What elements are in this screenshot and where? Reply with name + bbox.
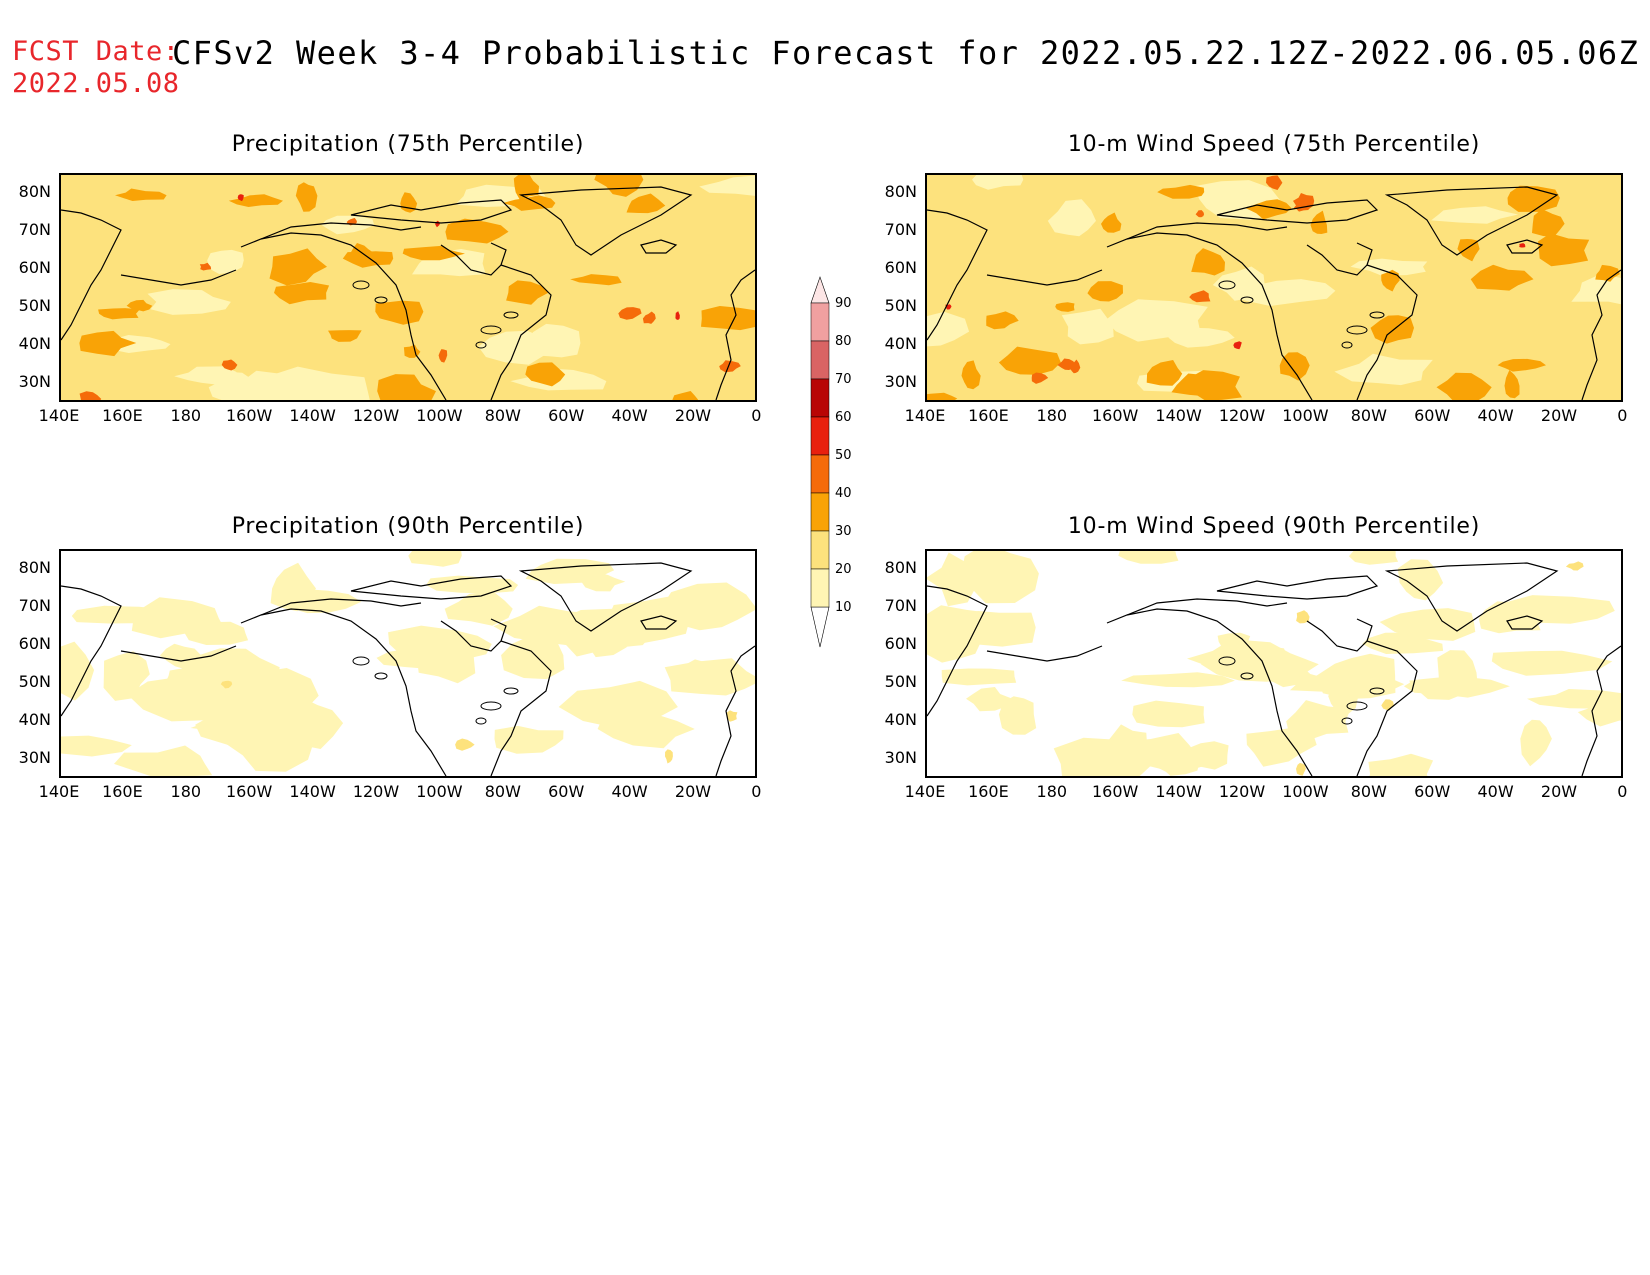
lon-tick-label: 120W — [352, 406, 400, 425]
lat-tick-label: 40N — [884, 334, 917, 353]
lon-tick-label: 180 — [1036, 406, 1068, 425]
lat-tick-label: 50N — [884, 672, 917, 691]
lon-tick-label: 40W — [1477, 782, 1514, 801]
lon-tick-label: 140W — [289, 782, 336, 801]
lon-tick-label: 60W — [548, 406, 585, 425]
lon-tick-label: 100W — [416, 406, 463, 425]
lat-tick-label: 70N — [18, 596, 51, 615]
lat-tick-label: 70N — [884, 220, 917, 239]
lat-tick-label: 50N — [884, 296, 917, 315]
colorbar-label: 10 — [835, 600, 852, 615]
lon-tick-label: 20W — [674, 406, 712, 425]
colorbar-label: 70 — [835, 372, 852, 387]
lon-tick-label: 160W — [226, 782, 273, 801]
lat-tick-label: 40N — [18, 710, 51, 729]
fcst-date-label: FCST Date: — [12, 36, 180, 67]
lat-tick-label: 80N — [884, 558, 917, 577]
lat-tick-label: 80N — [884, 182, 917, 201]
lon-tick-label: 140W — [1155, 782, 1202, 801]
lon-tick-label: 20W — [1540, 406, 1578, 425]
lon-tick-label: 140E — [38, 782, 80, 801]
fcst-date-value: 2022.05.08 — [12, 68, 180, 99]
lon-tick-label: 80W — [484, 782, 521, 801]
map-wind-75 — [925, 173, 1623, 402]
lon-tick-label: 160E — [968, 406, 1009, 425]
page-title: CFSv2 Week 3-4 Probabilistic Forecast fo… — [172, 34, 1640, 72]
lon-tick-label: 140E — [38, 406, 80, 425]
colorbar: 10 20 30 40 50 60 70 80 90 — [805, 275, 865, 685]
colorbar-label: 50 — [835, 448, 852, 463]
lon-tick-label: 20W — [1540, 782, 1578, 801]
colorbar-label: 40 — [835, 486, 852, 501]
lat-tick-label: 80N — [18, 558, 51, 577]
lat-tick-label: 40N — [18, 334, 51, 353]
lon-tick-label: 120W — [1218, 406, 1266, 425]
lon-tick-label: 160W — [1092, 406, 1139, 425]
lon-tick-label: 180 — [170, 782, 202, 801]
lon-tick-label: 160E — [102, 406, 143, 425]
lat-tick-label: 60N — [884, 634, 917, 653]
lat-tick-label: 80N — [18, 182, 51, 201]
lat-tick-label: 50N — [18, 672, 51, 691]
colorbar-label: 80 — [835, 334, 852, 349]
lat-tick-label: 60N — [18, 634, 51, 653]
lon-tick-label: 140W — [289, 406, 336, 425]
lat-tick-label: 60N — [884, 258, 917, 277]
panel-title-wind-90: 10-m Wind Speed (90th Percentile) — [1067, 514, 1481, 539]
lon-tick-label: 140E — [904, 782, 946, 801]
lon-tick-label: 160W — [226, 406, 273, 425]
lon-tick-label: 160W — [1092, 782, 1139, 801]
lat-tick-label: 30N — [884, 748, 917, 767]
lat-tick-label: 30N — [18, 372, 51, 391]
lat-tick-label: 40N — [884, 710, 917, 729]
panel-title-precip-90: Precipitation (90th Percentile) — [231, 514, 585, 539]
lon-tick-label: 80W — [1350, 782, 1387, 801]
lon-tick-label: 100W — [1282, 782, 1329, 801]
lon-tick-label: 60W — [1414, 782, 1451, 801]
colorbar-label: 90 — [835, 296, 852, 311]
panel-title-precip-75: Precipitation (75th Percentile) — [231, 132, 585, 157]
lon-tick-label: 40W — [611, 406, 648, 425]
lat-tick-label: 50N — [18, 296, 51, 315]
lat-tick-label: 30N — [18, 748, 51, 767]
lon-tick-label: 20W — [674, 782, 712, 801]
lon-tick-label: 160E — [102, 782, 143, 801]
lon-tick-label: 60W — [548, 782, 585, 801]
lon-tick-label: 60W — [1414, 406, 1451, 425]
colorbar-label: 20 — [835, 562, 852, 577]
lon-tick-label: 40W — [611, 782, 648, 801]
lon-tick-label: 120W — [352, 782, 400, 801]
lon-tick-label: 0 — [751, 406, 762, 425]
lon-tick-label: 40W — [1477, 406, 1514, 425]
lon-tick-label: 140W — [1155, 406, 1202, 425]
lon-tick-label: 100W — [416, 782, 463, 801]
panel-title-wind-75: 10-m Wind Speed (75th Percentile) — [1067, 132, 1481, 157]
map-wind-90 — [925, 549, 1623, 778]
lat-tick-label: 70N — [18, 220, 51, 239]
lon-tick-label: 0 — [751, 782, 762, 801]
lat-tick-label: 60N — [18, 258, 51, 277]
lon-tick-label: 140E — [904, 406, 946, 425]
lon-tick-label: 80W — [484, 406, 521, 425]
colorbar-label: 30 — [835, 524, 852, 539]
map-precip-75 — [59, 173, 757, 402]
lon-tick-label: 80W — [1350, 406, 1387, 425]
lon-tick-label: 160E — [968, 782, 1009, 801]
lon-tick-label: 180 — [170, 406, 202, 425]
lon-tick-label: 180 — [1036, 782, 1068, 801]
lon-tick-label: 120W — [1218, 782, 1266, 801]
lon-tick-label: 100W — [1282, 406, 1329, 425]
lat-tick-label: 70N — [884, 596, 917, 615]
lon-tick-label: 0 — [1617, 782, 1628, 801]
lat-tick-label: 30N — [884, 372, 917, 391]
colorbar-label: 60 — [835, 410, 852, 425]
lon-tick-label: 0 — [1617, 406, 1628, 425]
map-precip-90 — [59, 549, 757, 778]
